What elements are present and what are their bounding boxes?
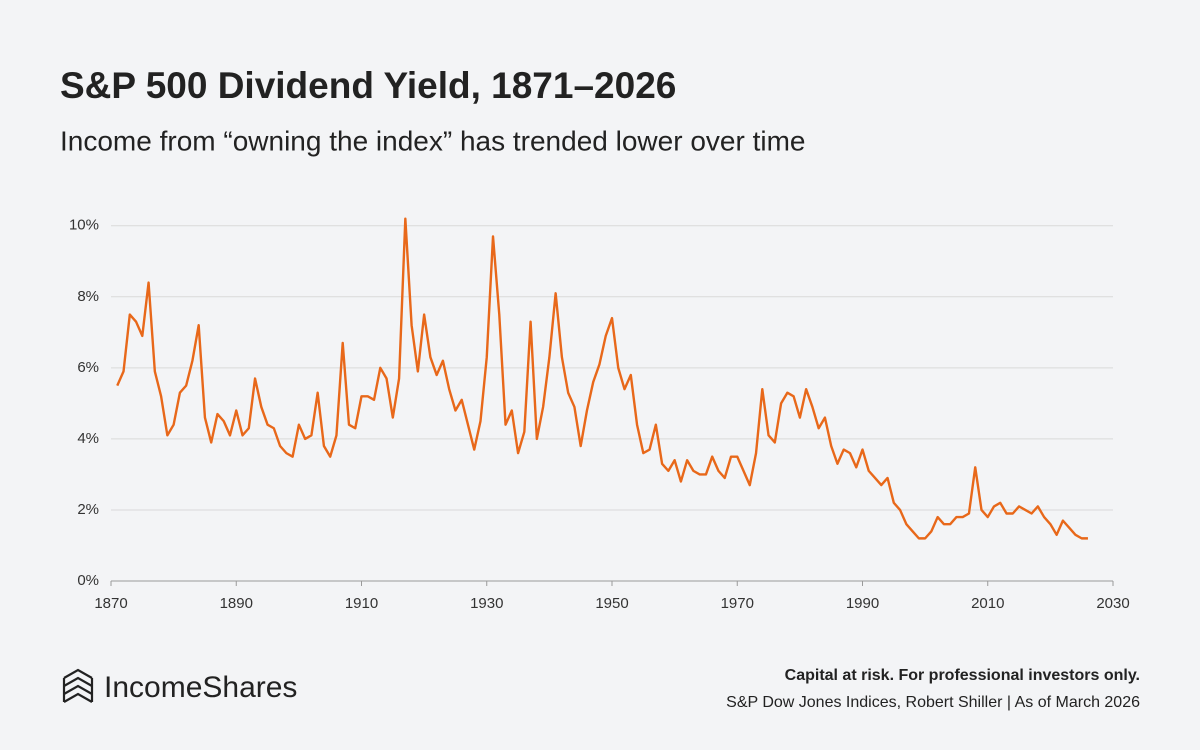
x-tick-label: 1890 — [220, 595, 253, 612]
y-tick-label: 8% — [77, 288, 99, 305]
data-line — [116, 217, 1088, 540]
y-tick-label: 4% — [77, 430, 99, 447]
x-tick-label: 1970 — [721, 595, 754, 612]
disclaimer: Capital at risk. For professional invest… — [785, 667, 1140, 684]
chart-subtitle: Income from “owning the index” has trend… — [60, 125, 805, 156]
chart-title: S&P 500 Dividend Yield, 1871–2026 — [60, 65, 676, 106]
x-tick-label: 2010 — [971, 595, 1004, 612]
x-tick-label: 1990 — [846, 595, 879, 612]
plot: 0% 2% 4% 6% 8% 10% 1870 1890 1910 1930 1950 1970 199… — [69, 217, 1130, 612]
y-tick-label: 0% — [77, 572, 99, 589]
x-tick-label: 1870 — [94, 595, 127, 612]
brand-name: IncomeShares — [104, 671, 297, 704]
y-tick-label: 10% — [69, 217, 99, 234]
y-tick-label: 6% — [77, 359, 99, 376]
logo-icon — [62, 668, 94, 703]
x-tick-label: 2030 — [1096, 595, 1129, 612]
y-tick-label: 2% — [77, 501, 99, 518]
x-tick-label: 1930 — [470, 595, 503, 612]
source: S&P Dow Jones Indices, Robert Shiller | … — [726, 694, 1140, 711]
x-tick-label: 1910 — [345, 595, 378, 612]
x-tick-label: 1950 — [595, 595, 628, 612]
